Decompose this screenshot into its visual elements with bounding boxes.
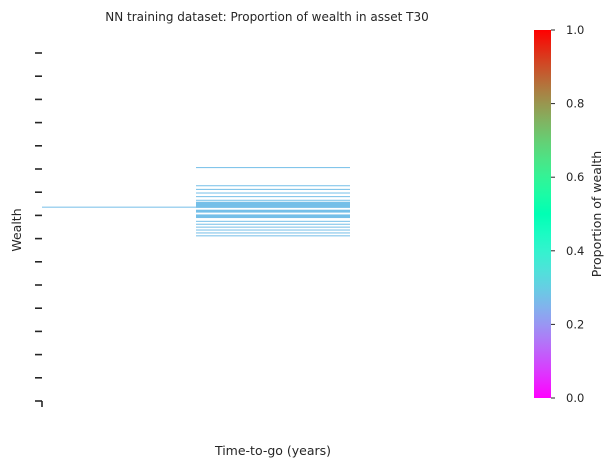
heatmap-cell — [196, 199, 350, 201]
colorbar-tick-label: 0.4 — [566, 244, 584, 258]
heatmap-cell — [42, 206, 196, 208]
colorbar-tick-label: 0.2 — [566, 317, 584, 331]
heatmap-cell — [196, 235, 350, 237]
colorbar-tick-label: 1.0 — [566, 23, 584, 37]
chart-title: NN training dataset: Proportion of wealt… — [105, 10, 429, 24]
heatmap-cell — [196, 226, 350, 228]
heatmap-cell — [196, 201, 350, 205]
heatmap-cell — [196, 196, 350, 198]
y-axis-label: Wealth — [9, 208, 24, 251]
heatmap-cell — [196, 204, 350, 208]
heatmap-cell — [196, 188, 350, 190]
heatmap-cell — [196, 223, 350, 225]
heatmap-cell — [196, 192, 350, 194]
heatmap-cell — [196, 232, 350, 234]
heatmap-cell — [196, 220, 350, 222]
x-axis-label: Time-to-go (years) — [214, 443, 331, 458]
y-axis-ticks — [35, 52, 43, 407]
heatmap-cell — [196, 214, 350, 219]
colorbar-tick-label: 0.8 — [566, 97, 584, 111]
heatmap-cell — [196, 167, 350, 169]
heatmap-cell — [196, 229, 350, 231]
heatmap-cell — [196, 209, 350, 213]
plot-area — [42, 167, 350, 237]
colorbar: 0.0 0.2 0.4 0.6 0.8 1.0 — [534, 23, 584, 405]
colorbar-tick-label: 0.6 — [566, 170, 584, 184]
colorbar-tick-label: 0.0 — [566, 391, 584, 405]
heatmap-cell — [196, 185, 350, 187]
colorbar-gradient — [534, 30, 551, 398]
colorbar-label: Proportion of wealth — [589, 151, 604, 277]
